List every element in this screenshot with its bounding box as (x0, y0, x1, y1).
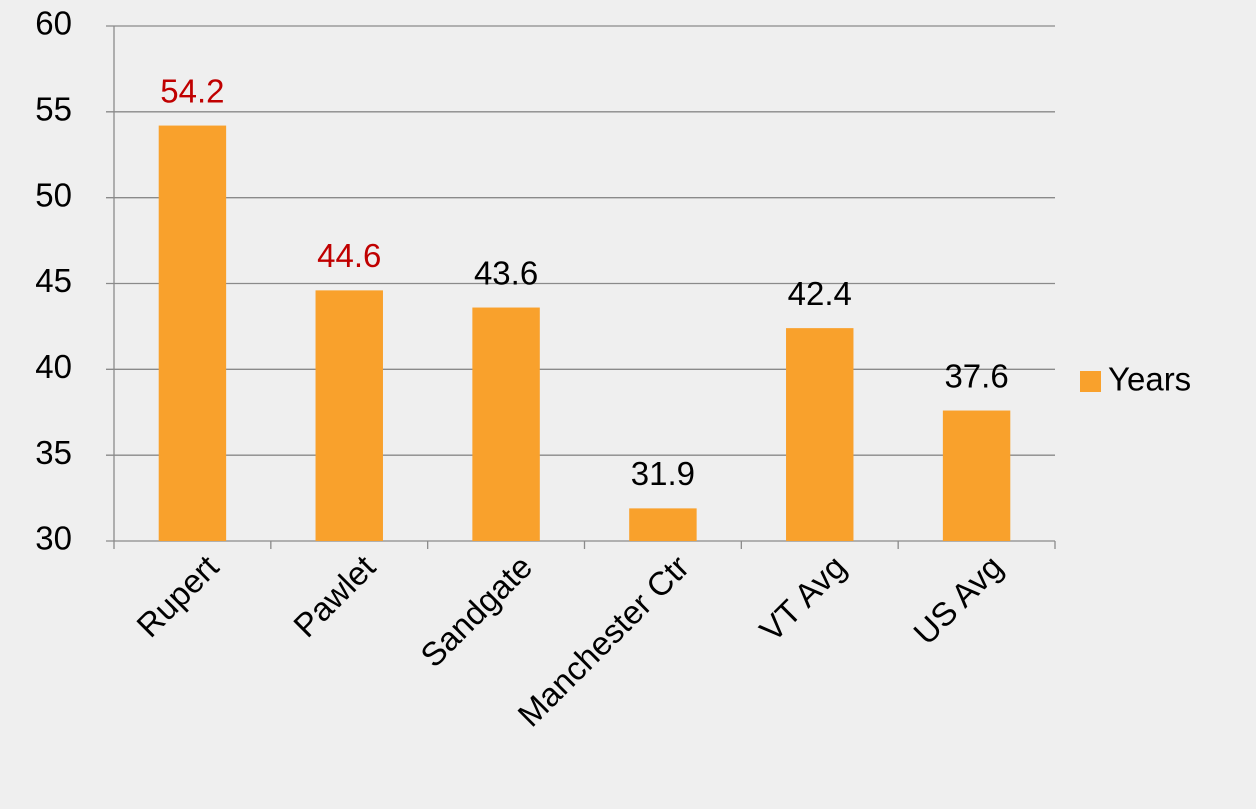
y-tick-label: 40 (35, 348, 72, 385)
y-tick-label: 60 (35, 5, 72, 42)
data-label: 37.6 (944, 357, 1008, 394)
bar (472, 307, 540, 541)
y-tick-label: 30 (35, 520, 72, 557)
legend-swatch (1080, 371, 1101, 392)
y-tick-label: 35 (35, 434, 72, 471)
y-tick-label: 50 (35, 176, 72, 213)
y-tick-label: 55 (35, 91, 72, 128)
legend-label: Years (1108, 361, 1191, 398)
bar (158, 125, 227, 542)
bar (942, 410, 1011, 541)
data-label: 42.4 (788, 275, 852, 312)
bar (786, 328, 854, 541)
data-label: 44.6 (317, 237, 381, 274)
data-label: 43.6 (474, 254, 538, 291)
data-label: 31.9 (631, 455, 695, 492)
bar (315, 290, 383, 541)
bar (629, 508, 697, 541)
data-label: 54.2 (160, 72, 224, 109)
y-tick-label: 45 (35, 262, 72, 299)
